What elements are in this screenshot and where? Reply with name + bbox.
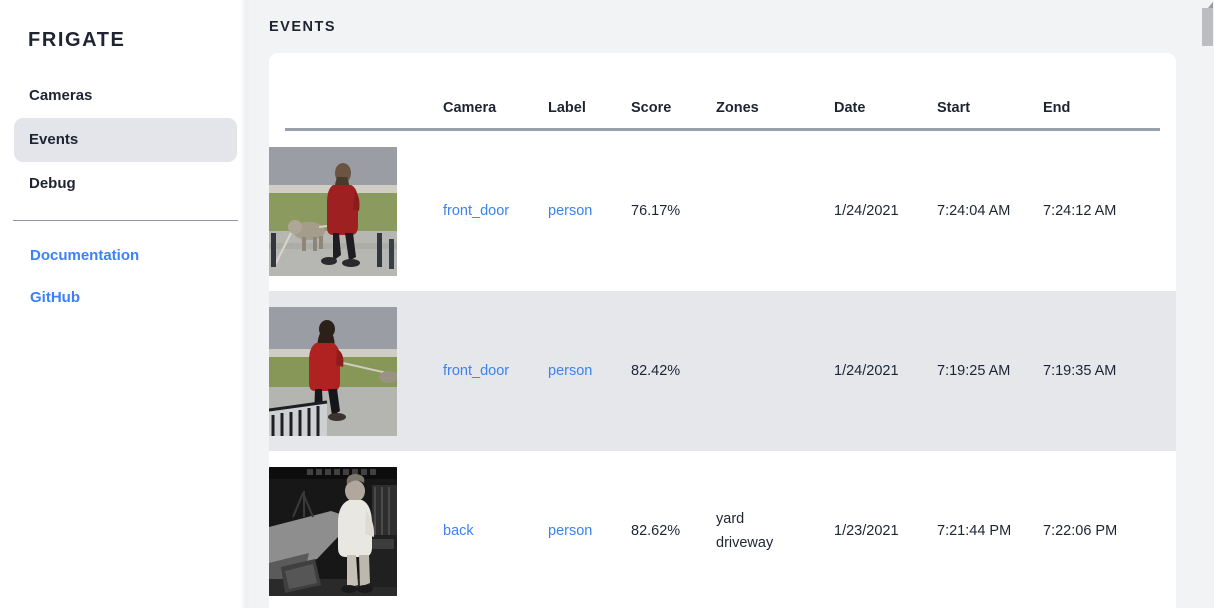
- event-start-cell: 7:21:44 PM: [937, 523, 1012, 539]
- events-table-head: Camera Label Score Zones Date Start End: [269, 53, 1176, 131]
- sidebar-external-links: Documentation GitHub: [0, 235, 251, 319]
- table-row[interactable]: back person 82.62% yard driveway 1/: [269, 451, 1176, 608]
- event-label-link[interactable]: person: [548, 203, 593, 219]
- event-label-cell[interactable]: person: [548, 291, 631, 451]
- event-score-cell: 76.17%: [631, 203, 681, 219]
- event-end-cell: 7:22:06 PM: [1043, 523, 1118, 539]
- event-start-cell: 7:19:25 AM: [937, 291, 1043, 451]
- event-thumbnail-image[interactable]: [269, 306, 397, 436]
- scroll-up-arrow-icon[interactable]: [1208, 2, 1213, 8]
- event-label-cell[interactable]: person: [548, 451, 631, 608]
- column-header-date[interactable]: Date: [834, 100, 866, 116]
- event-date-cell: 1/24/2021: [834, 203, 899, 219]
- event-zones-cell[interactable]: yard driveway: [716, 451, 834, 608]
- column-header-score[interactable]: Score: [631, 100, 672, 116]
- sidebar-link-github[interactable]: GitHub: [30, 289, 80, 306]
- event-camera-link[interactable]: front_door: [443, 363, 510, 379]
- table-header-rule: [269, 128, 1176, 131]
- events-table: Camera Label Score Zones Date Start End: [269, 53, 1176, 608]
- scrollbar-thumb[interactable]: [1202, 8, 1213, 46]
- events-card: Camera Label Score Zones Date Start End: [269, 53, 1176, 608]
- page-title: EVENTS: [269, 19, 337, 35]
- event-thumbnail-image[interactable]: [269, 466, 397, 596]
- event-zone-link[interactable]: driveway: [716, 535, 774, 551]
- event-date-cell: 1/23/2021: [834, 523, 899, 539]
- event-date-cell: 1/24/2021: [834, 291, 937, 451]
- event-end-cell: 7:24:12 AM: [1043, 203, 1117, 219]
- column-header-camera[interactable]: Camera: [443, 100, 497, 116]
- column-header-thumbnail[interactable]: [269, 53, 443, 128]
- event-camera-cell[interactable]: back: [443, 451, 548, 608]
- sidebar-divider: [13, 220, 238, 221]
- event-score-cell: 82.42%: [631, 291, 716, 451]
- event-thumbnail-cell[interactable]: [269, 131, 443, 291]
- sidebar: FRIGATE Cameras Events Debug Documentati…: [0, 0, 251, 608]
- event-zones-cell: [716, 131, 834, 291]
- column-header-start[interactable]: Start: [937, 100, 971, 116]
- event-camera-cell[interactable]: front_door: [443, 291, 548, 451]
- sidebar-item-events[interactable]: Events: [14, 118, 237, 162]
- event-end-cell: 7:19:35 AM: [1043, 291, 1176, 451]
- event-thumbnail-cell[interactable]: [269, 451, 443, 608]
- event-camera-link[interactable]: back: [443, 523, 474, 539]
- event-thumbnail-image[interactable]: [269, 146, 397, 276]
- sidebar-link-documentation[interactable]: Documentation: [30, 247, 140, 264]
- column-header-end[interactable]: End: [1043, 100, 1071, 116]
- app-brand-title: FRIGATE: [28, 29, 126, 51]
- event-camera-link[interactable]: front_door: [443, 203, 510, 219]
- column-header-label[interactable]: Label: [548, 100, 586, 116]
- table-header-row: Camera Label Score Zones Date Start End: [269, 53, 1176, 128]
- event-start-cell: 7:24:04 AM: [937, 203, 1011, 219]
- event-camera-cell[interactable]: front_door: [443, 131, 548, 291]
- sidebar-item-debug[interactable]: Debug: [29, 175, 76, 192]
- event-zones-cell: [716, 291, 834, 451]
- event-thumbnail-cell[interactable]: [269, 291, 443, 451]
- main-content: EVENTS Camera Label Score Zones Date Sta…: [251, 0, 1214, 608]
- table-row[interactable]: front_door person 82.42% 1/24/2021 7:19:…: [269, 291, 1176, 451]
- event-zone-link[interactable]: yard: [716, 511, 745, 527]
- events-table-body: front_door person 76.17% 1/24/2021 7:24:…: [269, 131, 1176, 608]
- sidebar-nav: Cameras Events Debug: [0, 74, 251, 206]
- column-header-zones[interactable]: Zones: [716, 100, 759, 116]
- event-score-cell: 82.62%: [631, 523, 681, 539]
- event-label-link[interactable]: person: [548, 523, 593, 539]
- page-scrollbar[interactable]: [1200, 0, 1214, 608]
- event-label-cell[interactable]: person: [548, 131, 631, 291]
- event-label-link[interactable]: person: [548, 363, 593, 379]
- table-row[interactable]: front_door person 76.17% 1/24/2021 7:24:…: [269, 131, 1176, 291]
- sidebar-item-cameras[interactable]: Cameras: [29, 87, 93, 104]
